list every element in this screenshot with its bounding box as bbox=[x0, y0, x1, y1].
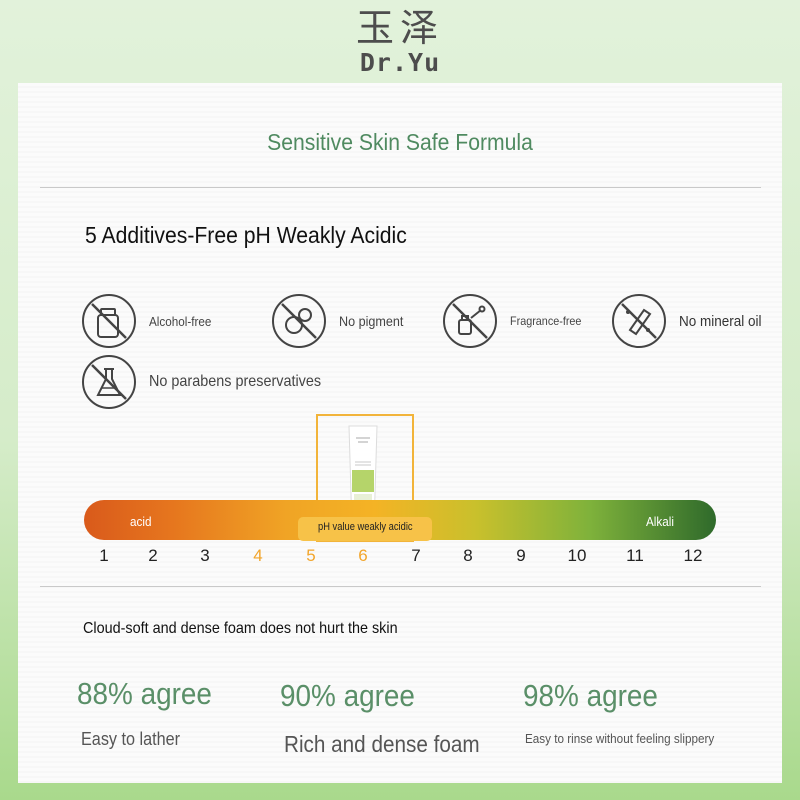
feature-label: No parabens preservatives bbox=[149, 373, 322, 390]
no-mineral-oil-icon bbox=[612, 294, 666, 348]
stat-value: 98% agree bbox=[523, 678, 658, 713]
no-pigment-icon bbox=[272, 294, 326, 348]
stat-value: 88% agree bbox=[77, 676, 212, 711]
divider-top bbox=[40, 187, 761, 188]
no-fragrance-icon bbox=[443, 294, 497, 348]
section-title: Sensitive Skin Safe Formula bbox=[267, 129, 533, 155]
brand-chinese-name: 玉泽 bbox=[355, 6, 444, 50]
ph-tick: 3 bbox=[200, 546, 210, 565]
feature-no-mineral-oil: No mineral oil bbox=[612, 294, 771, 348]
ph-tick: 2 bbox=[148, 546, 158, 565]
no-alcohol-icon bbox=[82, 294, 136, 348]
brand-logo: 玉泽 Dr.Yu bbox=[0, 6, 800, 76]
ph-tick-highlighted: 4 bbox=[253, 546, 263, 565]
stat-value: 90% agree bbox=[280, 678, 415, 713]
stat-label: Easy to rinse without feeling slippery bbox=[525, 731, 715, 746]
ph-tick-highlighted: 6 bbox=[358, 546, 368, 565]
feature-label: Alcohol-free bbox=[149, 313, 212, 329]
foam-heading: Cloud-soft and dense foam does not hurt … bbox=[83, 620, 398, 637]
feature-label: Fragrance-free bbox=[510, 314, 582, 328]
ph-tick: 7 bbox=[411, 546, 421, 565]
ph-indicator-label: pH value weakly acidic bbox=[318, 521, 413, 533]
content-card bbox=[18, 83, 782, 783]
product-highlight-box bbox=[316, 414, 414, 542]
brand-english-name: Dr.Yu bbox=[359, 48, 441, 77]
feature-alcohol-free: Alcohol-free bbox=[82, 294, 218, 348]
ph-acid-label: acid bbox=[130, 514, 152, 529]
ph-tick-highlighted: 5 bbox=[306, 546, 316, 565]
stat-label: Easy to lather bbox=[81, 729, 181, 749]
ph-tick: 12 bbox=[683, 546, 703, 565]
ph-tick: 8 bbox=[463, 546, 473, 565]
ph-indicator-pill bbox=[298, 517, 432, 541]
ph-alkali-label: Alkali bbox=[646, 514, 674, 529]
feature-no-parabens: No parabens preservatives bbox=[82, 355, 340, 409]
feature-label: No pigment bbox=[339, 313, 404, 329]
ph-tick: 11 bbox=[626, 546, 644, 565]
feature-fragrance-free: Fragrance-free bbox=[443, 294, 589, 348]
no-parabens-icon bbox=[82, 355, 136, 409]
divider-bottom bbox=[40, 586, 761, 587]
ph-tick: 9 bbox=[516, 546, 526, 565]
feature-label: No mineral oil bbox=[679, 312, 762, 330]
stat-label: Rich and dense foam bbox=[284, 731, 480, 757]
additives-heading: 5 Additives-Free pH Weakly Acidic bbox=[85, 222, 407, 248]
ph-tick: 1 bbox=[99, 546, 109, 565]
feature-no-pigment: No pigment bbox=[272, 294, 411, 348]
ph-tick: 10 bbox=[567, 546, 587, 565]
